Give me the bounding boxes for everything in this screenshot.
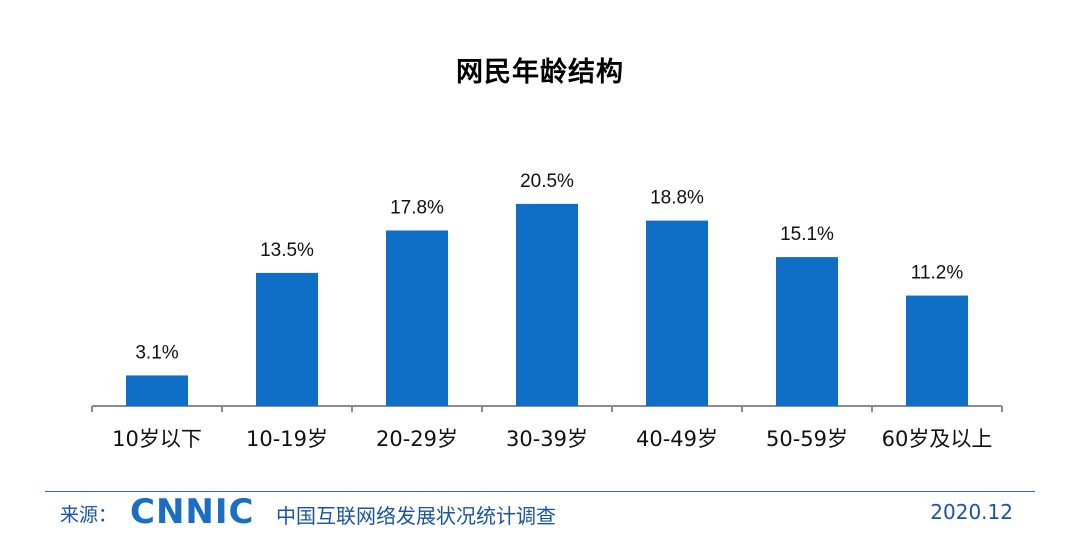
survey-name: 中国互联网络发展状况统计调查 (276, 504, 556, 528)
data-label-0: 3.1% (135, 342, 178, 363)
bar-1 (256, 272, 318, 406)
report-date: 2020.12 (930, 500, 1013, 524)
data-label-6: 11.2% (911, 263, 964, 284)
category-label-4: 40-49岁 (636, 427, 718, 451)
bar-3 (516, 203, 578, 406)
category-label-5: 50-59岁 (766, 427, 848, 451)
category-label-1: 10-19岁 (246, 427, 328, 451)
category-label-3: 30-39岁 (506, 427, 588, 451)
bar-4 (646, 220, 708, 406)
bar-6 (906, 295, 968, 406)
bar-0 (126, 375, 188, 406)
data-label-4: 18.8% (650, 188, 704, 209)
footer-divider (45, 491, 1035, 492)
data-label-2: 17.8% (390, 197, 444, 218)
category-label-2: 20-29岁 (376, 427, 458, 451)
category-label-6: 60岁及以上 (882, 427, 993, 451)
source-label: 来源： (60, 504, 118, 526)
bar-2 (386, 230, 448, 406)
bar-5 (776, 257, 838, 406)
bar-chart: 3.1% 10岁以下 13.5% 10-19岁 17.8% 20-29岁 20.5% 30-3… (91, 171, 1003, 451)
category-label-0: 10岁以下 (112, 427, 202, 451)
data-label-3: 20.5% (520, 171, 574, 192)
cnnic-logo: CNNIC (130, 492, 255, 532)
data-label-1: 13.5% (260, 240, 314, 261)
chart-title: 网民年龄结构 (456, 57, 624, 88)
data-label-5: 15.1% (780, 224, 834, 245)
